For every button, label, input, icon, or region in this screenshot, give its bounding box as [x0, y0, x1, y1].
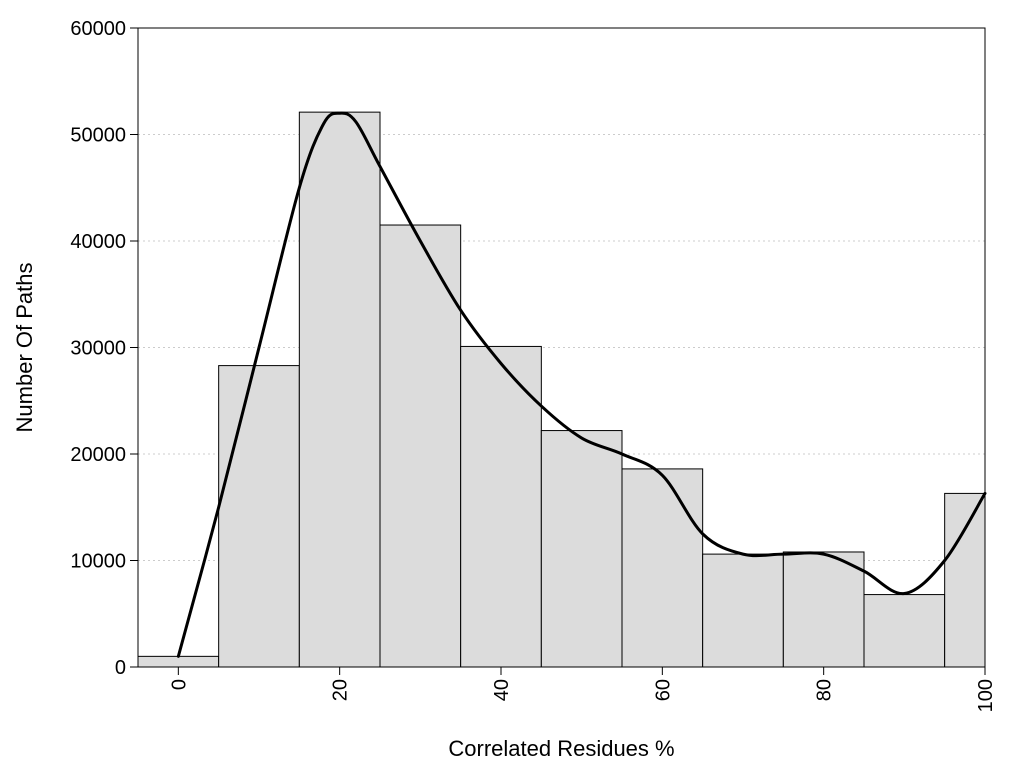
- y-tick-label: 30000: [70, 338, 126, 360]
- histogram-bar: [944, 492, 986, 668]
- y-tick-label: 50000: [70, 125, 126, 147]
- histogram-bar: [621, 468, 704, 668]
- histogram-bars: [137, 111, 986, 668]
- y-tick-label: 40000: [70, 231, 126, 253]
- y-tick-label: 0: [115, 657, 126, 679]
- histogram-bar: [863, 594, 946, 668]
- density-curve: [176, 111, 987, 658]
- histogram-bar: [298, 111, 381, 668]
- x-tick-label: 40: [491, 679, 513, 701]
- histogram-bar: [379, 224, 462, 668]
- y-tick-label: 20000: [70, 444, 126, 466]
- density-curve-layer: [176, 111, 987, 658]
- x-tick-label: 100: [975, 679, 997, 712]
- x-axis-title: Correlated Residues %: [448, 736, 674, 761]
- x-tick-label: 0: [168, 679, 190, 690]
- y-axis-title: Number Of Paths: [12, 263, 37, 433]
- histogram-bar: [782, 551, 865, 668]
- histogram-bar: [702, 553, 784, 668]
- x-tick-label: 60: [652, 679, 674, 701]
- y-axis-ticks: 0 10000 20000 30000 40000 50000 60000: [70, 18, 138, 679]
- histogram-bar: [137, 655, 220, 668]
- x-tick-label: 80: [814, 679, 836, 701]
- y-tick-label: 10000: [70, 551, 126, 573]
- x-tick-label: 20: [330, 679, 352, 701]
- histogram-bar: [218, 365, 300, 668]
- x-axis-ticks: 0 20 40 60 80 100: [168, 667, 997, 712]
- y-tick-label: 60000: [70, 18, 126, 40]
- histogram-bar: [540, 430, 623, 668]
